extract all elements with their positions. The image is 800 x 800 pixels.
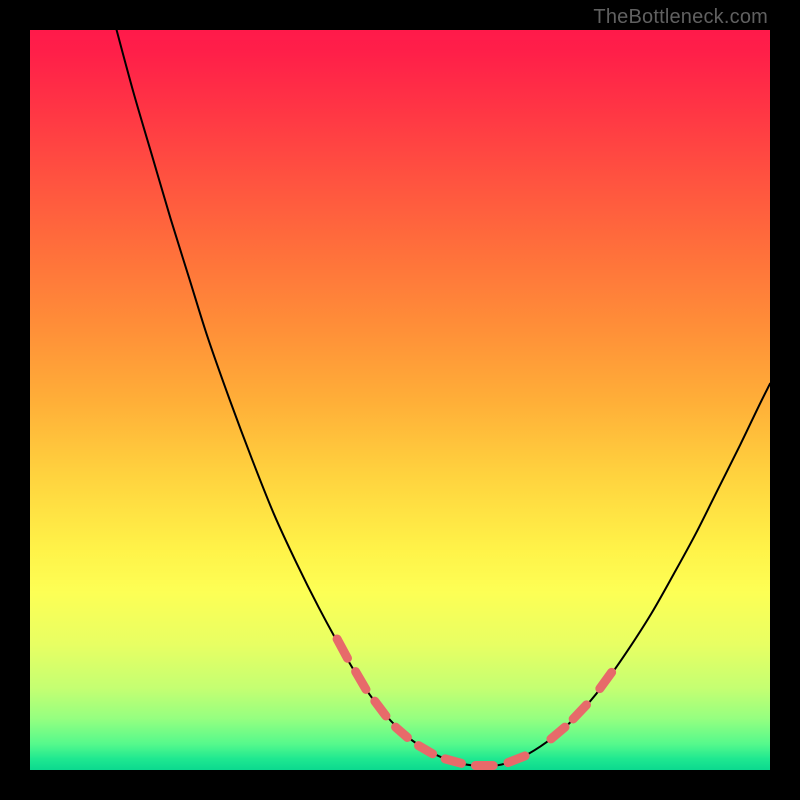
watermark-text: TheBottleneck.com — [593, 6, 768, 29]
dash-segment — [356, 672, 366, 690]
chart-svg — [30, 30, 770, 770]
dash-segment — [573, 705, 586, 719]
dash-segment — [600, 672, 612, 688]
chart-frame: TheBottleneck.com — [0, 0, 800, 800]
dash-segment — [375, 701, 386, 716]
dash-segment — [551, 727, 565, 739]
plot-area — [30, 30, 770, 770]
dash-segment — [445, 759, 461, 763]
dash-overlay-group — [337, 639, 612, 766]
dash-segment — [508, 756, 525, 763]
main-curve — [117, 30, 770, 766]
dash-segment — [396, 727, 408, 737]
dash-segment — [419, 746, 433, 754]
dash-segment — [337, 639, 347, 658]
